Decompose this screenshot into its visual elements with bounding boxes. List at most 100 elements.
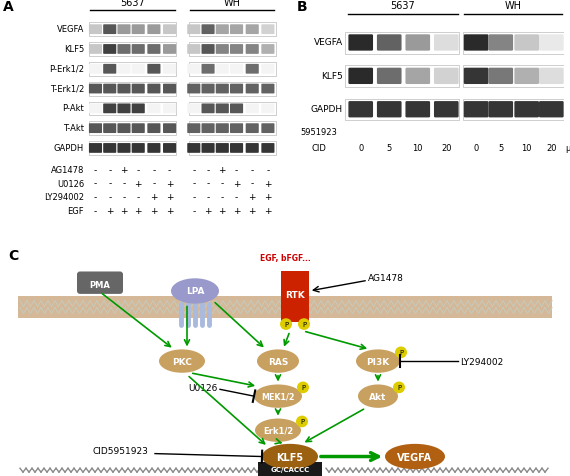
FancyBboxPatch shape [216, 65, 229, 75]
FancyBboxPatch shape [132, 65, 145, 75]
FancyBboxPatch shape [117, 104, 131, 114]
FancyBboxPatch shape [434, 35, 459, 51]
FancyBboxPatch shape [132, 104, 145, 114]
Bar [189, 122, 276, 136]
FancyBboxPatch shape [464, 35, 488, 51]
FancyBboxPatch shape [246, 124, 259, 134]
FancyBboxPatch shape [148, 25, 161, 35]
Ellipse shape [385, 444, 445, 469]
FancyBboxPatch shape [148, 45, 161, 55]
Text: -: - [94, 193, 97, 202]
FancyBboxPatch shape [148, 104, 161, 114]
Ellipse shape [262, 444, 318, 469]
FancyBboxPatch shape [216, 85, 229, 94]
FancyBboxPatch shape [246, 85, 259, 94]
Text: 10: 10 [413, 143, 423, 152]
Circle shape [395, 347, 407, 358]
Circle shape [297, 382, 309, 393]
Text: -: - [221, 193, 224, 202]
FancyBboxPatch shape [132, 25, 145, 35]
Text: PI3K: PI3K [367, 357, 390, 366]
FancyBboxPatch shape [230, 104, 243, 114]
FancyBboxPatch shape [348, 102, 373, 118]
Text: -: - [152, 179, 156, 188]
FancyBboxPatch shape [103, 25, 116, 35]
Text: P-Erk1/2: P-Erk1/2 [49, 65, 84, 74]
Bar [89, 142, 176, 156]
FancyBboxPatch shape [262, 124, 275, 134]
FancyBboxPatch shape [262, 144, 275, 153]
FancyBboxPatch shape [188, 45, 201, 55]
Text: P: P [300, 418, 304, 425]
Text: WH: WH [504, 1, 522, 11]
FancyBboxPatch shape [148, 124, 161, 134]
Text: +: + [135, 207, 142, 215]
FancyBboxPatch shape [132, 144, 145, 153]
Bar [345, 66, 459, 88]
FancyBboxPatch shape [89, 65, 102, 75]
Text: -: - [94, 166, 97, 175]
Text: B: B [297, 0, 308, 14]
FancyBboxPatch shape [464, 102, 488, 118]
Bar [189, 43, 276, 57]
FancyBboxPatch shape [202, 85, 215, 94]
FancyBboxPatch shape [188, 124, 201, 134]
FancyBboxPatch shape [216, 25, 229, 35]
Ellipse shape [171, 279, 219, 304]
Text: LY294002: LY294002 [44, 193, 84, 202]
FancyBboxPatch shape [163, 144, 176, 153]
FancyBboxPatch shape [188, 65, 201, 75]
Text: 10: 10 [522, 143, 532, 152]
FancyBboxPatch shape [405, 35, 430, 51]
Text: -: - [137, 193, 140, 202]
Text: -: - [206, 179, 210, 188]
FancyBboxPatch shape [188, 104, 201, 114]
Bar [345, 33, 459, 54]
FancyBboxPatch shape [103, 65, 116, 75]
FancyBboxPatch shape [377, 102, 401, 118]
Text: -: - [137, 166, 140, 175]
Text: +: + [120, 166, 128, 175]
Text: +: + [166, 179, 173, 188]
FancyBboxPatch shape [405, 69, 430, 85]
Text: GAPDH: GAPDH [54, 144, 84, 153]
FancyBboxPatch shape [117, 65, 131, 75]
Text: -: - [235, 166, 238, 175]
FancyBboxPatch shape [188, 144, 201, 153]
Bar [189, 63, 276, 77]
FancyBboxPatch shape [188, 25, 201, 35]
Text: 5637: 5637 [390, 1, 416, 11]
Text: Erk1/2: Erk1/2 [263, 426, 293, 435]
Text: +: + [249, 193, 256, 202]
Text: 5: 5 [498, 143, 503, 152]
Text: KLF5: KLF5 [321, 72, 343, 80]
Text: +: + [106, 207, 113, 215]
FancyBboxPatch shape [246, 25, 259, 35]
Text: MEK1/2: MEK1/2 [261, 392, 295, 401]
Text: AG1478: AG1478 [51, 166, 84, 175]
Bar [345, 99, 459, 121]
FancyBboxPatch shape [514, 35, 539, 51]
Text: -: - [192, 179, 196, 188]
FancyBboxPatch shape [103, 124, 116, 134]
FancyBboxPatch shape [488, 35, 513, 51]
Text: +: + [150, 207, 158, 215]
Text: +: + [150, 193, 158, 202]
FancyBboxPatch shape [434, 102, 459, 118]
FancyBboxPatch shape [148, 85, 161, 94]
Ellipse shape [159, 350, 205, 373]
Text: PKC: PKC [172, 357, 192, 366]
Text: +: + [233, 207, 241, 215]
FancyBboxPatch shape [539, 35, 564, 51]
FancyBboxPatch shape [539, 69, 564, 85]
FancyBboxPatch shape [216, 124, 229, 134]
FancyBboxPatch shape [89, 45, 102, 55]
Text: +: + [264, 193, 272, 202]
Text: +: + [135, 179, 142, 188]
FancyBboxPatch shape [262, 85, 275, 94]
Text: U0126: U0126 [57, 179, 84, 188]
Text: P-Akt: P-Akt [62, 104, 84, 113]
Text: RTK: RTK [285, 290, 305, 299]
FancyBboxPatch shape [216, 104, 229, 114]
Bar [189, 102, 276, 116]
